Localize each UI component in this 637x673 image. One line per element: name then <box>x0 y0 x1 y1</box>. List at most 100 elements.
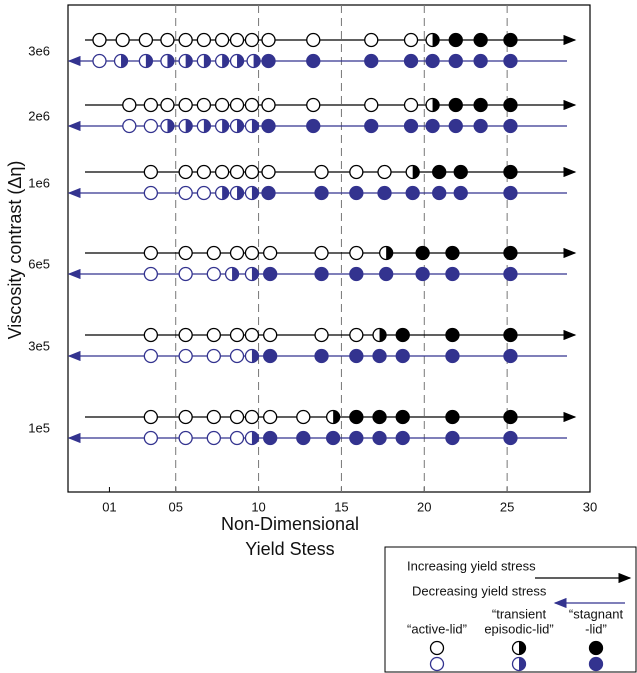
data-point <box>178 164 193 180</box>
data-point <box>503 185 518 201</box>
data-point <box>160 53 175 69</box>
data-point <box>122 118 137 134</box>
data-point <box>445 327 460 343</box>
data-point <box>263 348 278 364</box>
data-point <box>229 185 245 201</box>
y-tick-label: 1e5 <box>28 420 50 435</box>
data-point <box>403 97 419 113</box>
x-axis-label: Non-Dimensional <box>221 514 359 534</box>
data-point <box>92 53 107 69</box>
data-point <box>314 164 329 180</box>
data-point <box>196 164 212 180</box>
data-point <box>244 409 260 425</box>
data-point <box>503 164 518 180</box>
data-point <box>143 245 159 261</box>
data-point <box>229 430 245 446</box>
data-point <box>395 430 410 446</box>
data-point <box>206 409 221 425</box>
x-tick-label: 05 <box>168 499 182 514</box>
data-point <box>405 185 420 201</box>
data-point <box>263 430 278 446</box>
data-point <box>143 430 159 446</box>
data-point <box>306 53 321 69</box>
legend-label: Decreasing yield stress <box>412 583 547 598</box>
data-point <box>445 266 460 282</box>
data-point <box>196 185 212 201</box>
legend-state-label: -lid” <box>585 621 607 636</box>
data-point <box>448 97 463 113</box>
data-point <box>178 409 193 425</box>
data-point <box>379 245 394 261</box>
x-tick-label: 01 <box>102 499 116 514</box>
data-point <box>405 164 420 180</box>
data-point <box>160 97 175 113</box>
legend-symbol <box>588 656 604 672</box>
data-point <box>246 53 261 69</box>
data-point <box>178 348 193 364</box>
data-point <box>214 97 230 113</box>
data-point <box>415 245 430 261</box>
data-point <box>364 97 379 113</box>
data-point <box>206 266 221 282</box>
data-point <box>349 245 364 261</box>
data-point <box>214 118 230 134</box>
data-point <box>306 97 321 113</box>
data-point <box>314 327 329 343</box>
data-point <box>229 409 245 425</box>
data-point <box>445 348 460 364</box>
data-point <box>503 409 518 425</box>
data-point <box>229 118 245 134</box>
data-point <box>244 32 260 48</box>
data-point <box>425 118 440 134</box>
legend-state-label: “active-lid” <box>407 621 467 636</box>
data-point <box>263 327 278 343</box>
data-point <box>364 118 379 134</box>
data-point <box>372 430 387 446</box>
data-point <box>432 185 447 201</box>
data-point <box>395 409 410 425</box>
data-point <box>349 185 364 201</box>
data-point <box>244 97 260 113</box>
data-point <box>314 185 329 201</box>
data-point <box>143 97 159 113</box>
data-point <box>503 53 518 69</box>
data-point <box>214 32 230 48</box>
data-point <box>229 348 245 364</box>
data-point <box>196 118 212 134</box>
data-point <box>178 430 193 446</box>
data-point <box>448 53 463 69</box>
data-point <box>403 53 419 69</box>
data-point <box>206 348 221 364</box>
data-point <box>503 97 518 113</box>
data-point <box>445 245 460 261</box>
data-point <box>143 185 159 201</box>
data-point <box>244 327 260 343</box>
data-point <box>448 118 463 134</box>
data-point <box>261 53 276 69</box>
x-tick-label: 20 <box>417 499 431 514</box>
data-point <box>178 53 193 69</box>
data-point <box>503 327 518 343</box>
data-point <box>425 97 440 113</box>
data-point <box>349 430 364 446</box>
data-point <box>403 32 419 48</box>
data-point <box>372 409 387 425</box>
data-point <box>229 245 245 261</box>
legend-state-label: “stagnant <box>569 606 624 621</box>
data-point <box>196 53 212 69</box>
data-point <box>206 245 221 261</box>
data-point <box>364 32 379 48</box>
data-point <box>113 53 129 69</box>
data-point <box>325 430 341 446</box>
data-point <box>453 164 468 180</box>
data-point <box>224 266 240 282</box>
data-point <box>473 32 488 48</box>
data-point <box>425 53 440 69</box>
y-tick-label: 1e6 <box>28 175 50 190</box>
data-point <box>178 266 193 282</box>
data-point <box>425 32 440 48</box>
data-point <box>306 118 321 134</box>
data-point <box>403 118 419 134</box>
data-point <box>143 327 159 343</box>
